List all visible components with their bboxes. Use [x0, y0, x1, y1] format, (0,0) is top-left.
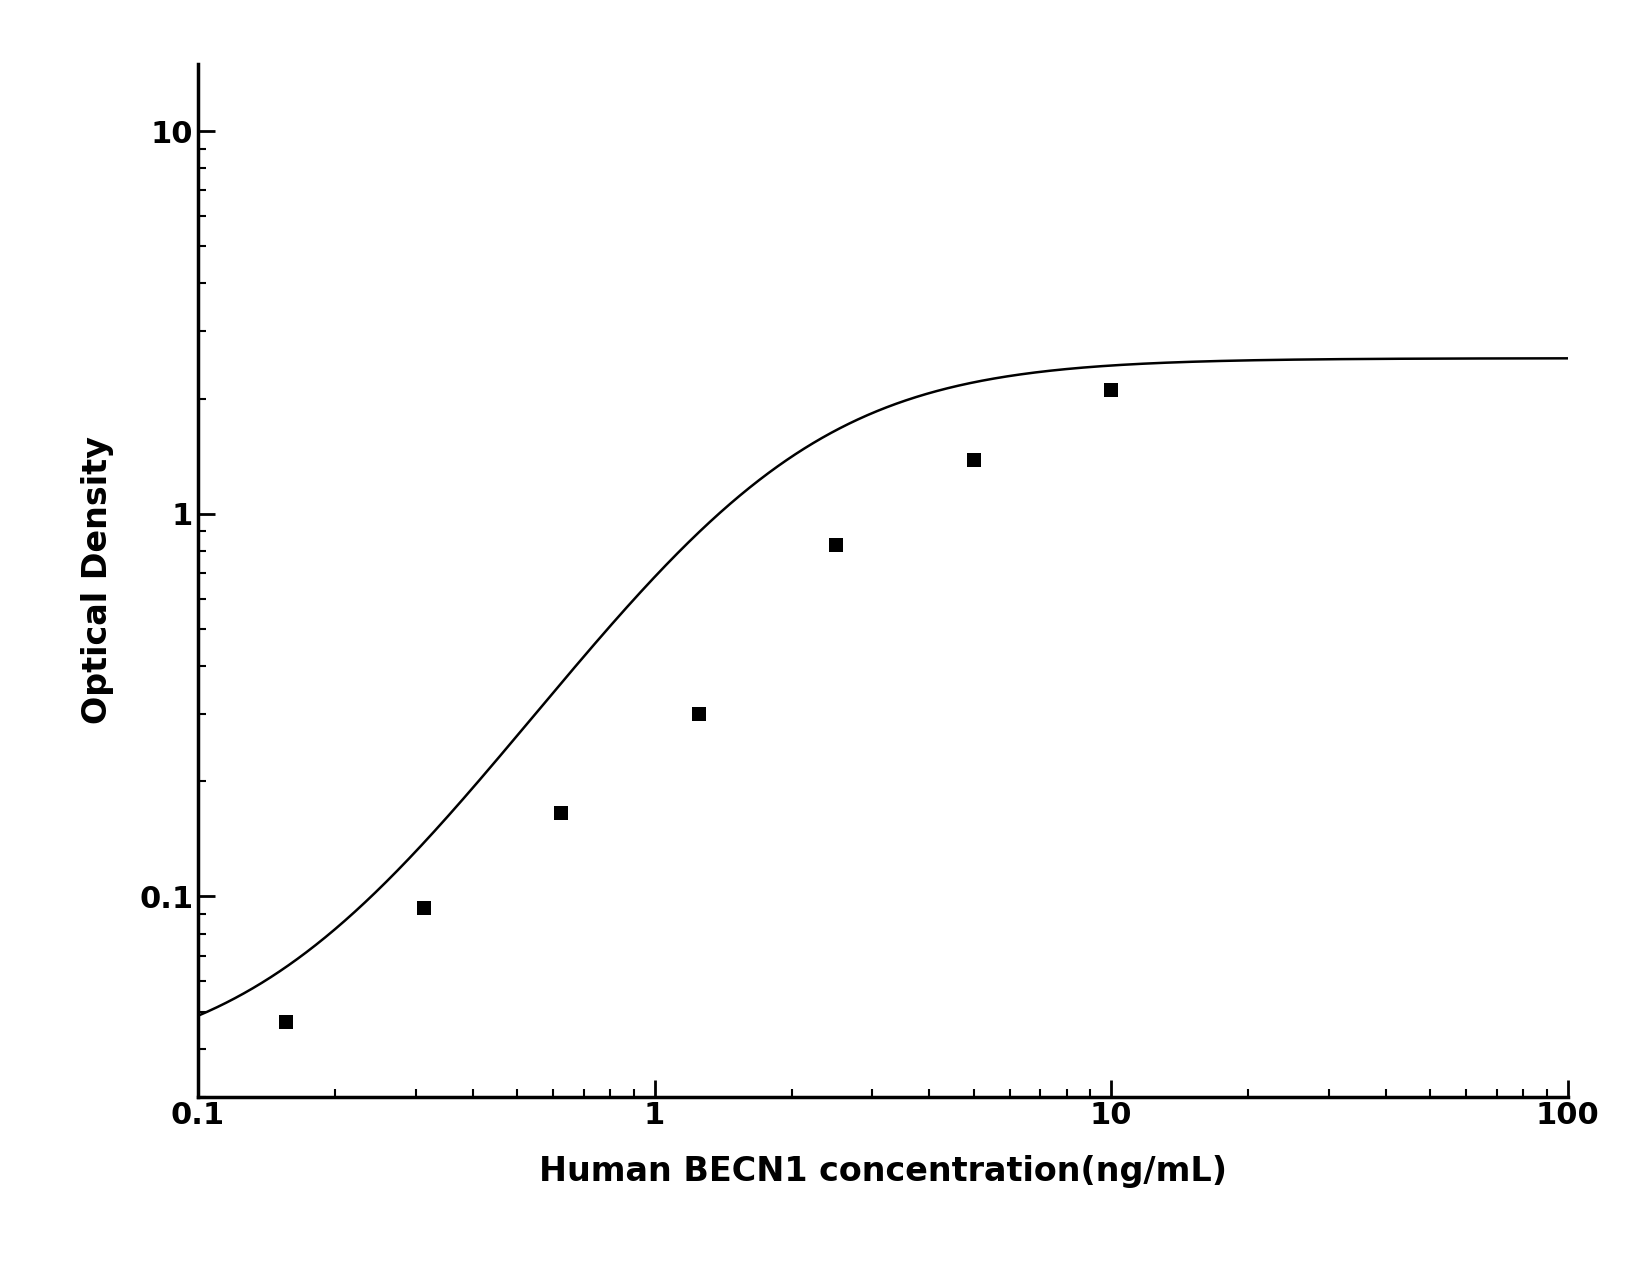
- Point: [685, 704, 711, 724]
- Y-axis label: Optical Density: Optical Density: [81, 436, 114, 724]
- Point: [272, 1011, 299, 1031]
- Point: [548, 803, 574, 824]
- Point: [823, 534, 850, 555]
- Point: [960, 450, 987, 470]
- Point: [411, 899, 437, 919]
- Point: [1097, 380, 1124, 400]
- X-axis label: Human BECN1 concentration(ng/mL): Human BECN1 concentration(ng/mL): [540, 1155, 1226, 1188]
